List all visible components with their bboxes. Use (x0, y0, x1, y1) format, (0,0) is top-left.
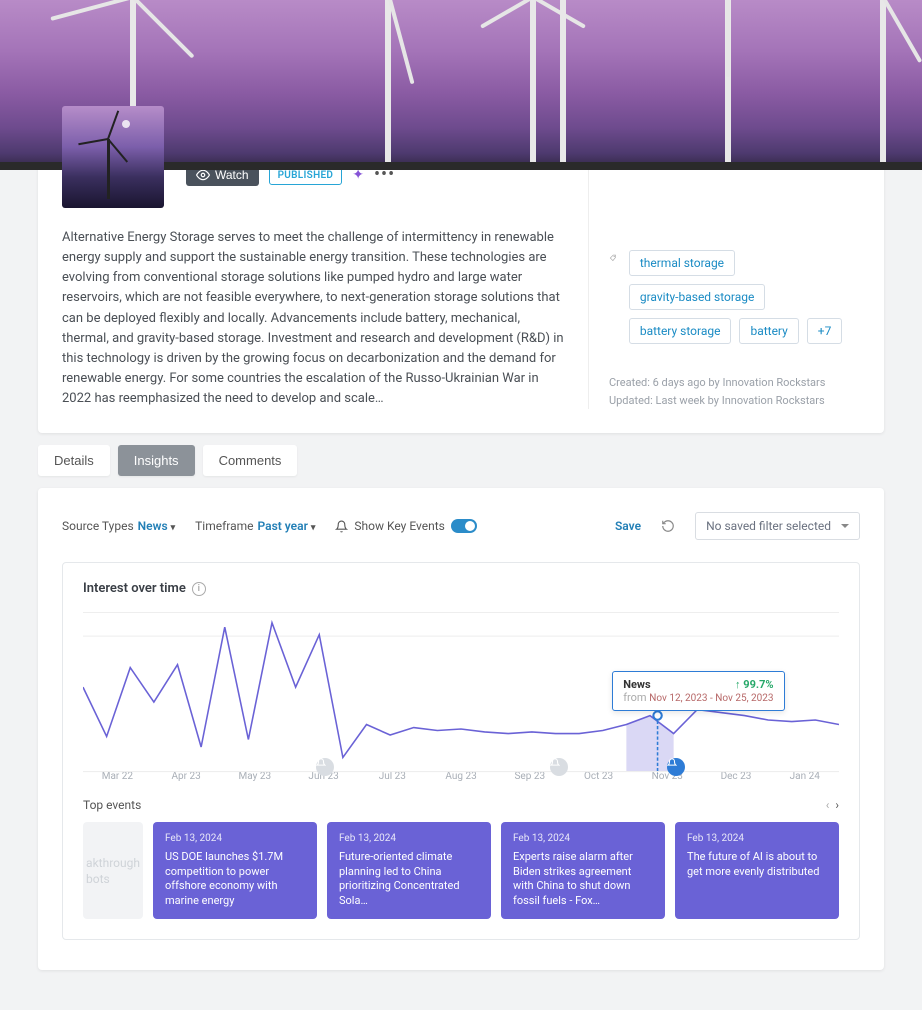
source-types-select[interactable]: News ▾ (138, 519, 176, 533)
timeframe-label: Timeframe (195, 519, 253, 533)
event-marker[interactable] (550, 758, 568, 776)
top-events-label: Top events (83, 798, 141, 812)
timeframe-select[interactable]: Past year ▾ (258, 519, 316, 533)
description: Alternative Energy Storage serves to mee… (62, 228, 568, 409)
eye-icon (196, 168, 210, 182)
event-card[interactable]: Feb 13, 2024Future-oriented climate plan… (327, 822, 491, 919)
source-types-label: Source Types (62, 519, 134, 533)
tag-icon (605, 254, 621, 262)
events-next[interactable]: › (835, 798, 839, 812)
event-card[interactable]: Feb 13, 2024Experts raise alarm after Bi… (501, 822, 665, 919)
thumbnail (62, 106, 164, 208)
tag[interactable]: battery storage (629, 318, 732, 344)
event-marker[interactable] (316, 758, 334, 776)
updated-text: Updated: Last week by Innovation Rocksta… (609, 392, 860, 410)
info-icon[interactable]: i (192, 582, 206, 596)
filter-bar: Source Types News ▾ Timeframe Past year … (62, 512, 860, 540)
undo-icon[interactable] (661, 519, 675, 533)
tags-list: thermal storage gravity-based storage batt… (629, 250, 860, 344)
chart-tooltip: News↑ 99.7% from Nov 12, 2023 - Nov 25, … (612, 671, 784, 711)
tag[interactable]: thermal storage (629, 250, 735, 276)
events-prev[interactable]: ‹ (826, 798, 830, 812)
bell-icon (335, 520, 348, 533)
tab-details[interactable]: Details (38, 445, 110, 476)
tag[interactable]: gravity-based storage (629, 284, 766, 310)
save-button[interactable]: Save (615, 519, 641, 533)
event-marker[interactable] (667, 758, 685, 776)
event-card[interactable]: Feb 13, 2024US DOE launches $1.7M compet… (153, 822, 317, 919)
tag[interactable]: battery (739, 318, 798, 344)
tab-insights[interactable]: Insights (118, 445, 195, 476)
saved-filter-placeholder: No saved filter selected (706, 519, 831, 533)
meta-info: Created: 6 days ago by Innovation Rockst… (609, 344, 860, 409)
watch-label: Watch (215, 168, 249, 182)
tag[interactable]: +7 (807, 318, 843, 344)
tabs: Details Insights Comments (38, 445, 884, 476)
interest-chart: News↑ 99.7% from Nov 12, 2023 - Nov 25, … (83, 612, 839, 767)
chart-panel: Interest over time i News↑ 99.7% from No… (62, 562, 860, 940)
insights-panel: Source Types News ▾ Timeframe Past year … (38, 488, 884, 970)
saved-filter-select[interactable]: No saved filter selected (695, 512, 860, 540)
tab-comments[interactable]: Comments (203, 445, 298, 476)
created-text: Created: 6 days ago by Innovation Rockst… (609, 374, 860, 392)
key-events-label: Show Key Events (354, 519, 444, 533)
event-card-partial[interactable]: akthrough bots (83, 822, 143, 919)
key-events-toggle[interactable] (451, 519, 477, 533)
events-row: akthrough botsFeb 13, 2024US DOE launche… (83, 822, 839, 919)
chart-title: Interest over time (83, 581, 186, 596)
event-card[interactable]: Feb 13, 2024The future of AI is about to… (675, 822, 839, 919)
